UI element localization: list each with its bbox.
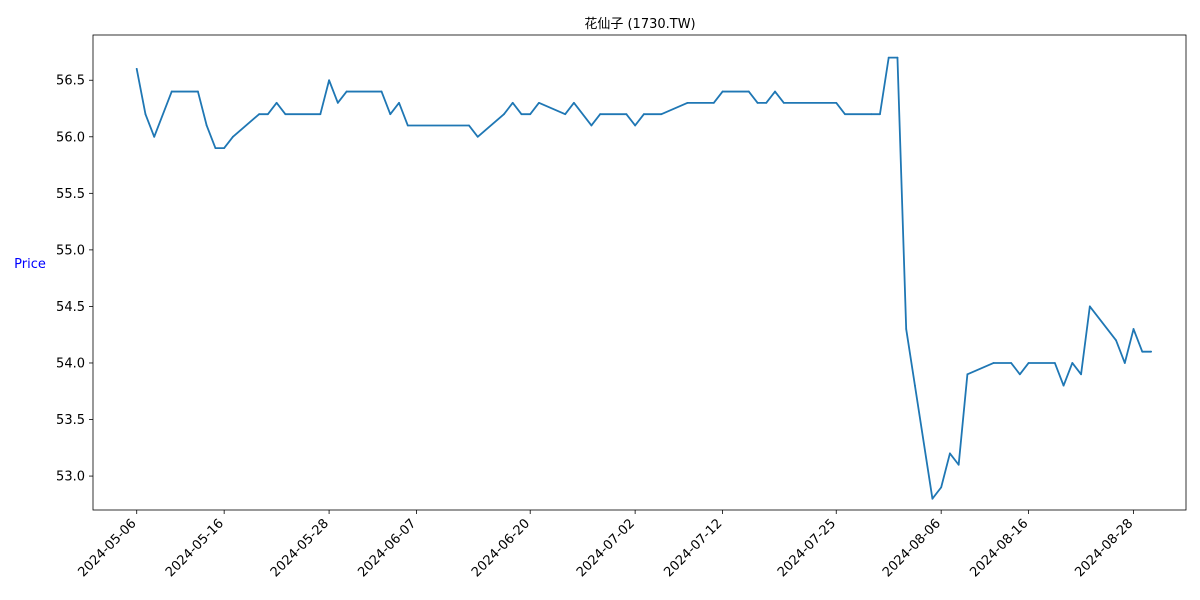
price-point [284, 113, 287, 116]
plot-frame [92, 34, 1187, 511]
price-point [511, 101, 514, 104]
price-point [686, 101, 689, 104]
x-tick-label: 2024-07-12 [661, 516, 725, 580]
price-point [870, 113, 873, 116]
price-point [468, 124, 470, 127]
price-point [1115, 339, 1117, 342]
price-point [896, 56, 899, 59]
x-tick-label: 2024-05-28 [268, 516, 332, 580]
x-tick-label: 2024-08-16 [967, 516, 1031, 580]
x-tick-label: 2024-05-06 [76, 516, 140, 580]
price-point [712, 101, 715, 104]
price-point [590, 124, 593, 127]
price-point [1010, 362, 1013, 364]
plot-area: 53.0 53.5 54.0 54.5 55.0 55.5 56.0 56.5 2024-05-… [56, 34, 1187, 580]
x-tick-label: 2024-05-16 [163, 516, 227, 580]
price-point [992, 362, 995, 364]
price-point [328, 79, 330, 82]
price-point [905, 328, 908, 330]
price-point [1018, 373, 1021, 376]
price-point [205, 124, 208, 127]
x-tick-label: 2024-08-06 [880, 516, 944, 580]
price-point [1123, 362, 1126, 364]
price-point [214, 147, 217, 150]
price-point [258, 113, 261, 116]
price-point [144, 113, 147, 116]
x-tick-label: 2024-06-20 [469, 516, 533, 580]
price-point [520, 113, 523, 116]
price-point [336, 101, 339, 104]
y-tick-label: 56.0 [56, 130, 85, 145]
x-tick-label: 2024-08-28 [1072, 516, 1136, 580]
x-tick-label: 2024-07-25 [775, 516, 839, 580]
price-point [931, 497, 934, 500]
price-point [1088, 305, 1091, 308]
price-point [625, 113, 628, 116]
y-tick-label: 54.0 [56, 356, 85, 371]
price-point [782, 101, 785, 104]
price-point [774, 90, 776, 93]
price-point [170, 90, 173, 93]
price-point [747, 90, 750, 93]
y-tick-label: 53.5 [56, 413, 85, 428]
price-point [765, 101, 768, 104]
price-point [197, 90, 199, 93]
price-point [844, 113, 846, 116]
y-tick-label: 53.0 [56, 470, 85, 485]
price-point [1080, 373, 1082, 376]
price-point [966, 373, 969, 376]
price-point [879, 113, 881, 116]
price-point [634, 124, 637, 127]
price-point [660, 113, 663, 116]
price-point [599, 113, 602, 116]
price-point [1053, 362, 1056, 364]
price-point [1062, 384, 1065, 387]
price-point [914, 384, 916, 387]
price-point [319, 113, 322, 116]
price-point [1132, 328, 1135, 330]
price-point [380, 90, 383, 93]
x-tick-label: 2024-07-02 [574, 516, 638, 580]
price-point [406, 124, 409, 127]
price-point [835, 101, 838, 104]
price-point [1141, 350, 1144, 353]
y-tick-label: 55.0 [56, 243, 85, 258]
y-tick-label: 54.5 [56, 300, 85, 315]
price-point [957, 463, 960, 466]
price-point [232, 135, 234, 138]
price-point [135, 68, 138, 70]
price-point [275, 101, 278, 104]
price-point [642, 113, 645, 116]
y-tick-label: 55.5 [56, 187, 85, 202]
price-line [135, 56, 1152, 500]
price-point [266, 113, 269, 116]
price-point [1071, 362, 1074, 364]
price-point [153, 135, 156, 138]
price-point [529, 113, 532, 116]
y-tick-label: 56.5 [56, 74, 85, 89]
price-point [503, 113, 505, 116]
price-point [1027, 362, 1030, 364]
price-point [345, 90, 348, 93]
price-point [538, 101, 540, 104]
price-point [476, 135, 479, 138]
price-point [573, 101, 575, 104]
price-point [940, 486, 943, 489]
price-point [564, 113, 567, 116]
price-point [223, 147, 226, 150]
price-point [1150, 350, 1152, 353]
price-point [389, 113, 392, 116]
price-point [756, 101, 759, 104]
price-point [887, 56, 890, 59]
price-point [949, 452, 951, 455]
chart-title: 花仙子 (1730.TW) [584, 16, 695, 32]
price-point [721, 90, 724, 93]
x-tick-label: 2024-06-07 [355, 516, 419, 580]
price-point [398, 101, 400, 104]
y-axis-label: Price [14, 257, 46, 272]
